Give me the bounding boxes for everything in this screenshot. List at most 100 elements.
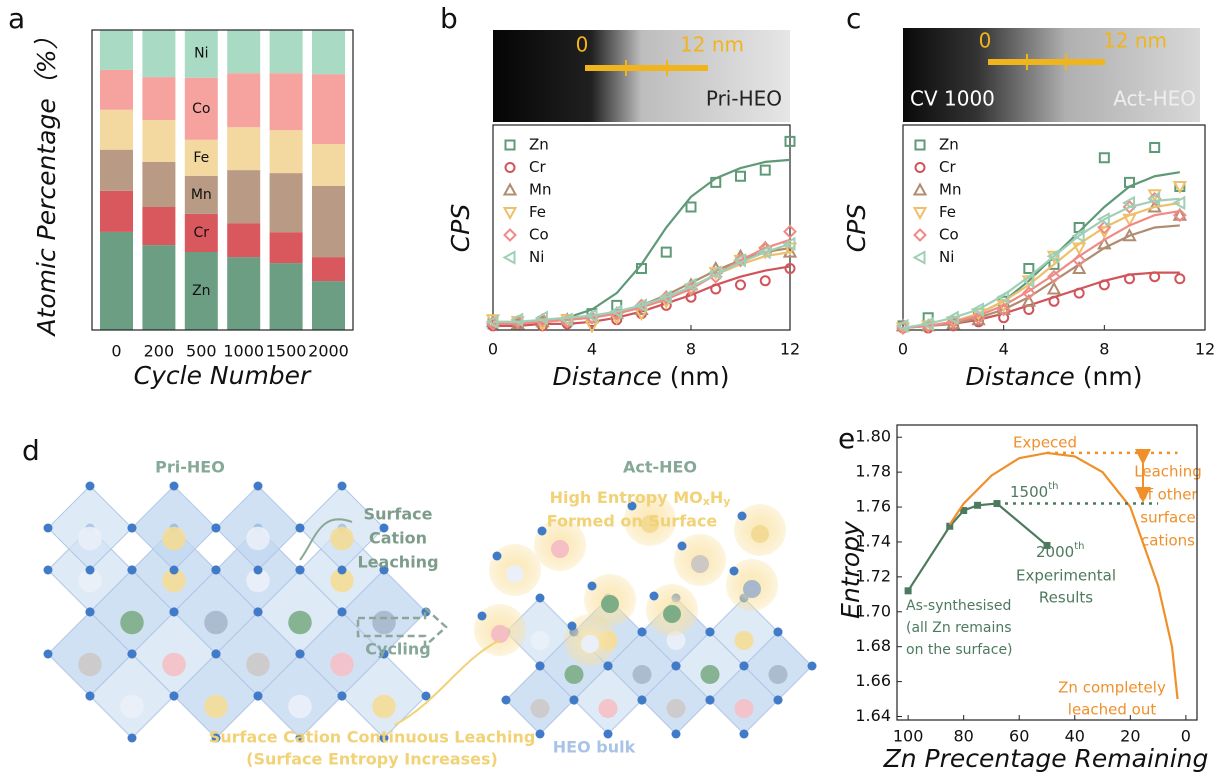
annotation: Cation	[369, 529, 427, 548]
legend-marker	[503, 228, 517, 242]
data-point	[1097, 220, 1112, 235]
segment-label: Cr	[194, 225, 210, 241]
chart: 0 4 8 12 Zn Cr Mn Fe Co Ni	[485, 124, 800, 359]
oxygen	[379, 649, 389, 659]
segment-label: Ni	[194, 46, 208, 62]
cation	[551, 540, 569, 558]
bar-segment	[100, 149, 133, 191]
data-point	[895, 318, 909, 334]
y-tick-label: 1.70	[855, 601, 891, 620]
x-tick-label: 0	[1181, 727, 1191, 746]
superscript: th	[1074, 541, 1084, 552]
oxygen	[169, 691, 179, 701]
panel-a: Atomic Percentage（%） Cycle Number	[32, 24, 312, 390]
bar-segment	[100, 109, 133, 150]
oxygen	[127, 733, 137, 743]
plot-frame	[896, 424, 1198, 721]
image-label: CV 1000	[910, 87, 995, 111]
x-tick-label: 8	[686, 340, 696, 359]
data-point	[1043, 541, 1051, 549]
bar-segment	[312, 144, 345, 186]
oxygen	[169, 607, 179, 617]
oxygen	[627, 501, 637, 511]
annotation: Experimental	[1016, 567, 1116, 585]
oxygen	[477, 611, 487, 621]
data-point	[920, 316, 934, 332]
oxygen	[729, 566, 739, 576]
data-point	[534, 310, 548, 325]
legend-label: Zn	[529, 136, 549, 154]
cation	[78, 526, 102, 551]
cation	[288, 610, 312, 635]
y-tick-label: 1.64	[855, 706, 891, 725]
data-point	[1021, 293, 1037, 307]
subscript: y	[723, 495, 730, 508]
bar-segment	[184, 29, 218, 78]
y-tick-label: 1.80	[855, 427, 891, 446]
oxygen	[535, 593, 545, 603]
data-point	[1098, 279, 1110, 291]
data-point	[708, 265, 722, 280]
cation	[162, 526, 186, 551]
annotation: surface	[1140, 509, 1195, 527]
legend-label: Mn	[529, 181, 551, 199]
data-point	[759, 164, 771, 176]
oxygen	[587, 581, 597, 591]
bar-segment	[100, 69, 133, 110]
y-tick-label: 1.74	[855, 531, 891, 550]
annotation: High Entropy MOxHy	[550, 488, 731, 509]
bar-segment	[184, 175, 218, 214]
bar-segment	[142, 30, 176, 78]
y-tick-label: 1.68	[855, 636, 891, 655]
cation	[751, 525, 769, 543]
oxygen	[337, 481, 347, 491]
annotation: Results	[1039, 589, 1093, 607]
oxygen	[535, 729, 545, 739]
oxygen	[127, 649, 137, 659]
x-tick-label: 500	[186, 342, 217, 361]
data-point	[683, 277, 697, 293]
annotation: Formed on Surface	[547, 512, 718, 531]
bar-segment	[269, 173, 303, 233]
cation	[734, 630, 754, 651]
oxygen	[85, 565, 95, 575]
data-point	[1097, 226, 1112, 240]
bar-segment	[184, 213, 218, 252]
oxygen	[677, 541, 687, 551]
oxygen	[705, 695, 715, 705]
data-point	[1048, 295, 1060, 307]
oxygen	[337, 607, 347, 617]
data-point	[1124, 273, 1135, 285]
data-point	[1023, 263, 1035, 274]
annotation: Leaching	[1134, 463, 1201, 481]
data-point	[784, 135, 796, 147]
oxygen	[671, 729, 681, 739]
bar-segment	[227, 257, 261, 330]
bar-segment	[142, 77, 176, 120]
bar-segment	[227, 223, 261, 258]
bar-segment	[269, 30, 303, 74]
plot-frame	[91, 29, 354, 331]
legend-marker	[912, 250, 926, 265]
cation	[120, 694, 144, 719]
text-part: 2000	[1036, 543, 1074, 561]
data-point	[1073, 287, 1085, 299]
data-point	[685, 201, 697, 213]
annotation: 1500th	[1010, 481, 1058, 501]
data-point	[945, 310, 959, 325]
bar-segment	[269, 73, 303, 131]
cation	[598, 698, 618, 719]
panel-label: e	[838, 422, 855, 455]
oxygen	[85, 481, 95, 491]
data-point	[1047, 269, 1061, 284]
tem-image	[493, 30, 790, 122]
oxygen	[773, 695, 783, 705]
oxygen	[85, 691, 95, 701]
data-point	[710, 283, 722, 295]
cation	[743, 580, 761, 598]
pointer	[299, 518, 353, 561]
bar-segment	[312, 74, 345, 144]
oxygen	[211, 733, 221, 743]
oxygen	[211, 523, 221, 533]
data-point	[1174, 273, 1186, 285]
